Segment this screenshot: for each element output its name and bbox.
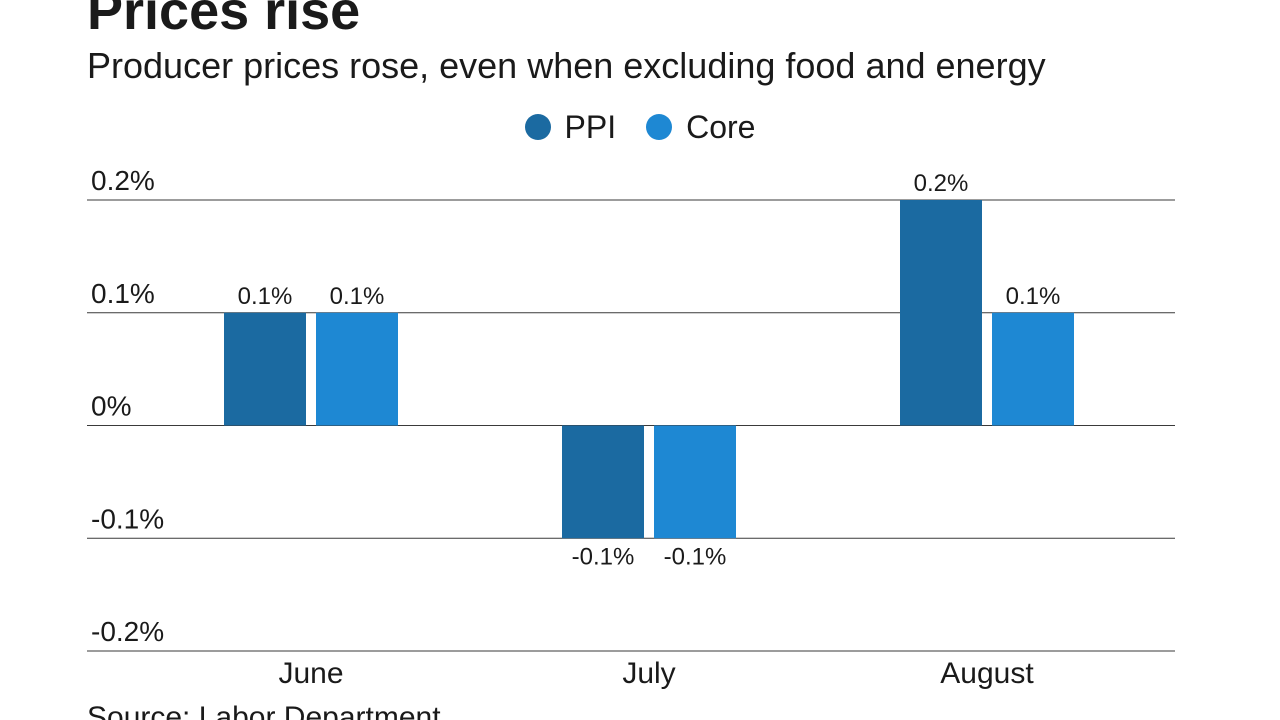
data-label-ppi-june: 0.1% bbox=[238, 283, 293, 310]
data-label-ppi-july: -0.1% bbox=[572, 543, 635, 570]
data-label-core-august: 0.1% bbox=[1006, 283, 1061, 310]
x-tick-label: August bbox=[940, 657, 1034, 690]
x-tick-label: July bbox=[622, 657, 675, 690]
bar-core-august bbox=[992, 312, 1074, 426]
bar-ppi-july bbox=[562, 425, 644, 539]
bar-chart: 0.2% 0.1% 0% -0.1% -0.2% 0.1% 0.1% June -0.1% -0.… bbox=[87, 165, 1175, 690]
data-label-core-july: -0.1% bbox=[664, 543, 727, 570]
data-label-core-june: 0.1% bbox=[330, 283, 385, 310]
y-tick-label: 0% bbox=[91, 391, 131, 422]
y-tick-label: -0.2% bbox=[91, 616, 164, 647]
legend-item-core: Core bbox=[646, 109, 755, 146]
source-note: Source: Labor Department bbox=[87, 701, 441, 720]
y-tick-label: -0.1% bbox=[91, 503, 164, 534]
x-tick-label: June bbox=[278, 657, 343, 690]
bar-ppi-june bbox=[224, 312, 306, 426]
data-label-ppi-august: 0.2% bbox=[914, 170, 969, 197]
bar-core-july bbox=[654, 425, 736, 539]
y-tick-label: 0.1% bbox=[91, 278, 155, 309]
legend-label-core: Core bbox=[686, 108, 756, 145]
chart-subtitle: Producer prices rose, even when excludin… bbox=[87, 45, 1046, 86]
bar-ppi-august bbox=[900, 200, 982, 426]
legend-label-ppi: PPI bbox=[564, 108, 617, 145]
legend-swatch-core bbox=[646, 114, 673, 140]
legend-item-ppi: PPI bbox=[524, 108, 617, 146]
legend-swatch-ppi bbox=[524, 114, 551, 140]
chart-title: Prices rise bbox=[87, 0, 361, 41]
bar-core-june bbox=[316, 312, 398, 426]
chart-legend: PPI Core bbox=[0, 106, 1280, 148]
y-tick-label: 0.2% bbox=[91, 165, 155, 196]
